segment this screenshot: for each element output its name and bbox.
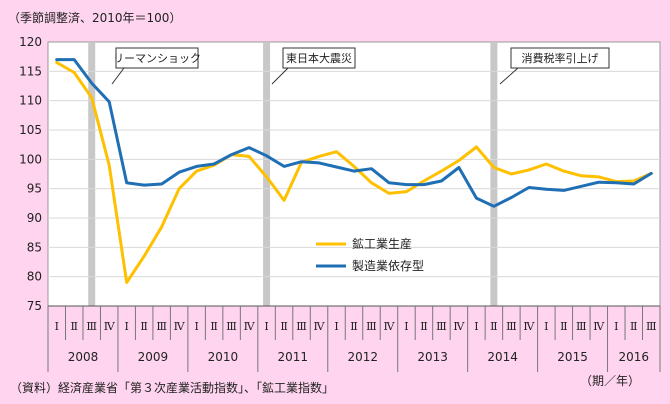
- x-tick-label: Ⅲ: [506, 320, 517, 333]
- x-tick-label: Ⅳ: [174, 320, 186, 333]
- y-tick-label: 90: [27, 211, 42, 225]
- y-tick-label: 95: [27, 182, 42, 196]
- y-tick-label: 120: [19, 35, 42, 49]
- x-tick-label: Ⅰ: [264, 320, 268, 333]
- y-tick-label: 100: [19, 152, 42, 166]
- y-axis: 75 80 85 90 95 100 105 110 115 120: [19, 35, 660, 313]
- x-tick-label: Ⅱ: [560, 320, 567, 333]
- event-shade-0: [88, 42, 96, 306]
- y-tick-label: 115: [19, 64, 42, 78]
- x-tick-label: Ⅰ: [55, 320, 59, 333]
- x-tick-label: Ⅳ: [314, 320, 326, 333]
- x-tick-label: Ⅰ: [125, 320, 129, 333]
- series-line-manufacturing: [55, 58, 653, 208]
- x-tick-label: Ⅱ: [140, 320, 147, 333]
- callout-tax: 消費税率引上げ: [499, 47, 610, 85]
- y-tick-label: 105: [19, 123, 42, 137]
- callout-lehman-label: リーマンショック: [113, 52, 201, 65]
- x-tick-label: Ⅲ: [646, 320, 657, 333]
- x-tick-label: Ⅳ: [453, 320, 465, 333]
- header-note: （季節調整済、2010年＝100）: [8, 10, 181, 25]
- plot-area: [47, 41, 661, 307]
- x-tick-label: Ⅰ: [474, 320, 478, 333]
- x-tick-label: Ⅲ: [296, 320, 307, 333]
- x-tick-label: Ⅲ: [366, 320, 377, 333]
- x-tick-label: Ⅱ: [490, 320, 497, 333]
- year-label: 2014: [487, 350, 518, 364]
- x-tick-label: Ⅳ: [104, 320, 116, 333]
- year-label: 2011: [278, 350, 309, 364]
- year-label: 2008: [68, 350, 99, 364]
- x-tick-label: Ⅰ: [404, 320, 408, 333]
- x-tick-label: Ⅳ: [244, 320, 256, 333]
- year-label: 2015: [557, 350, 588, 364]
- callout-earthquake-label: 東日本大震災: [286, 51, 352, 65]
- x-tick-label: Ⅲ: [156, 320, 167, 333]
- series-line-mining: [55, 61, 653, 284]
- x-tick-label: Ⅰ: [334, 320, 338, 333]
- x-tick-label: Ⅱ: [210, 320, 217, 333]
- legend-label-mining: 鉱工業生産: [352, 236, 412, 251]
- x-tick-label: Ⅱ: [70, 320, 77, 333]
- y-tick-label: 80: [27, 270, 42, 284]
- source-note: （資料）経済産業省「第３次産業活動指数」、「鉱工業指数」: [10, 380, 334, 395]
- event-shade-1: [263, 42, 271, 306]
- year-label: 2010: [208, 350, 239, 364]
- event-shades: [88, 42, 498, 306]
- series-lines: [55, 58, 653, 284]
- legend-label-manufacturing: 製造業依存型: [352, 258, 424, 273]
- x-tick-label: Ⅲ: [576, 320, 587, 333]
- y-tick-label: 75: [27, 299, 42, 313]
- callout-earthquake: 東日本大震災: [271, 47, 356, 85]
- x-tick-label: Ⅳ: [383, 320, 395, 333]
- x-tick-label: Ⅱ: [350, 320, 357, 333]
- year-label: 2012: [347, 350, 378, 364]
- x-tick-label: Ⅰ: [544, 320, 548, 333]
- x-tick-label: Ⅱ: [630, 320, 637, 333]
- period-note: （期／年）: [580, 374, 640, 388]
- x-tick-label: Ⅳ: [523, 320, 535, 333]
- legend: 鉱工業生産 製造業依存型: [316, 236, 424, 273]
- x-tick-label: Ⅰ: [194, 320, 198, 333]
- callout-lehman: リーマンショック: [111, 47, 201, 85]
- year-label: 2016: [618, 350, 649, 364]
- x-tick-label: Ⅲ: [436, 320, 447, 333]
- year-label: 2009: [138, 350, 169, 364]
- y-tick-label: 85: [27, 240, 42, 254]
- x-tick-label: Ⅲ: [226, 320, 237, 333]
- x-tick-label: Ⅱ: [280, 320, 287, 333]
- x-tick-label: Ⅲ: [86, 320, 97, 333]
- callout-tax-label: 消費税率引上げ: [522, 51, 599, 65]
- x-tick-label: Ⅰ: [614, 320, 618, 333]
- x-tick-label: Ⅳ: [593, 320, 605, 333]
- x-tick-label: Ⅱ: [420, 320, 427, 333]
- y-tick-label: 110: [19, 94, 42, 108]
- event-shade-2: [490, 42, 498, 306]
- year-label: 2013: [417, 350, 448, 364]
